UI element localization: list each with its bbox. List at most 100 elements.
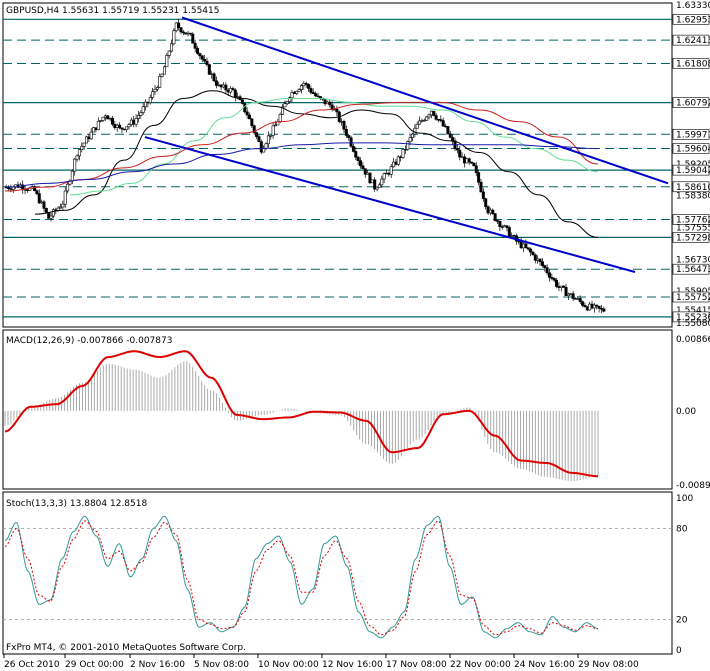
candle-body [557,286,561,288]
channel-upper-line [181,16,669,185]
price-level-box [672,164,710,176]
candle-body [288,97,292,102]
candle-body [373,179,377,190]
price-tick-label: 1.55752 [676,293,710,303]
candle-body [205,60,209,65]
candle-body [481,191,485,200]
stoch-tick-label: 0 [676,646,682,656]
candle-body [146,101,150,104]
moving-average-line [4,142,599,188]
candle-body [387,172,391,175]
candle-body [564,287,568,296]
candle-body [519,240,523,249]
candle-body [380,178,384,186]
candle-body [285,101,289,104]
candle-body [354,151,358,158]
candle-body [170,43,174,52]
stoch-panel-frame [2,491,673,655]
candle-body [82,142,86,147]
candle-body [351,146,355,152]
candle-body [522,243,526,249]
candle-body [418,120,422,125]
stoch-signal-line [4,520,599,636]
candle-body [56,207,60,211]
candle-body [122,128,126,131]
candle-body [394,161,398,165]
time-tick-label: 5 Nov 08:00 [194,660,249,670]
candle-body [314,93,318,97]
candle-body [75,155,79,160]
candle-body [599,308,603,310]
candle-body [245,111,249,116]
candle-body [569,293,573,295]
candle-body [488,209,492,214]
price-chart [3,16,672,318]
candle-body [559,285,563,288]
candle-body [467,158,471,163]
candle-body [61,203,65,208]
candle-body [377,184,381,188]
candle-body [127,124,131,128]
stoch-panel-title: Stoch(13,3,3) 13.8804 12.8518 [6,499,147,509]
candle-body [441,120,445,127]
candle-body [576,298,580,300]
candle-body [462,156,466,164]
candle-body [536,258,540,261]
candle-body [92,127,96,133]
candle-body [222,84,226,88]
candle-body [545,267,549,274]
candle-body [325,101,329,105]
stoch-tick-label: 100 [676,494,693,504]
candle-body [361,165,365,169]
candle-body [207,64,211,75]
macd-axis: 0.008665 0.00 -0.008962 [676,335,710,491]
candle-body [318,96,322,99]
candle-body [144,101,148,108]
candle-body [427,114,431,118]
candle-body [474,165,478,173]
candle-body [479,181,483,193]
price-level-box [672,34,710,46]
candle-body [184,32,188,35]
candle-body [578,298,582,302]
candle-body [493,213,497,221]
candle-body [212,73,216,82]
candle-body [250,118,254,127]
candle-body [333,108,337,111]
candle-body [70,170,74,182]
candle-body [592,304,596,309]
candle-body [384,172,388,175]
time-tick-label: 12 Nov 16:00 [322,660,383,670]
candle-body [342,121,346,130]
candle-body [413,127,417,135]
candle-body [460,156,464,158]
candle-body [406,141,410,150]
candle-body [110,117,114,125]
time-tick-label: 24 Nov 16:00 [514,660,575,670]
price-tick-label: 1.60792 [676,99,710,109]
candle-body [573,298,577,300]
candle-body [257,136,261,143]
candle-body [198,53,202,57]
price-tick-label: 1.57298 [676,233,710,243]
stoch-tick-label: 80 [676,524,688,534]
candle-body [581,301,585,306]
candle-body [96,120,100,130]
candle-body [401,149,405,158]
candle-body [214,80,218,86]
price-level-box [672,291,710,303]
candle-body [179,27,183,33]
candle-body [503,225,507,228]
candle-body [129,119,133,125]
candle-body [188,32,192,35]
candle-body [529,248,533,253]
time-tick-label: 2 Nov 16:00 [130,660,185,670]
candle-body [73,158,77,172]
candle-body [311,92,315,94]
candle-body [200,55,204,60]
candle-body [434,115,438,120]
candle-body [101,116,105,121]
candle-body [25,189,29,191]
macd-tick-label: 0.008665 [676,335,710,345]
candle-body [77,149,81,157]
